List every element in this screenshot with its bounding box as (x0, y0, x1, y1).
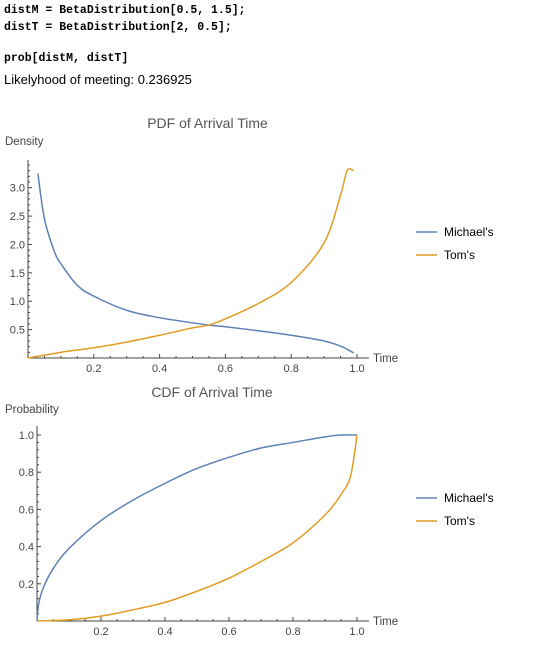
pdf-x-tick-label: 0.2 (86, 363, 101, 375)
code-line-prob[interactable]: prob[distM, distT] (4, 52, 129, 65)
code-line-distT[interactable]: distT = BetaDistribution[2, 0.5]; (4, 21, 232, 34)
cdf-x-axis-label: Time (373, 616, 398, 628)
pdf-y-tick-label: 2.5 (10, 211, 25, 223)
cdf-x-tick-label: 1.0 (349, 626, 364, 638)
cdf-x-tick-label: 0.2 (93, 626, 108, 638)
pdf-y-tick-label: 0.5 (10, 325, 25, 337)
cdf-x-tick-label: 0.6 (221, 626, 236, 638)
pdf-chart: PDF of Arrival Time Density Time 0.2 0.4 0.6 0… (5, 115, 494, 375)
pdf-legend-label-michaels: Michael's (444, 225, 494, 239)
cdf-x-tick-label: 0.8 (285, 626, 300, 638)
code-line-distM[interactable]: distM = BetaDistribution[0.5, 1.5]; (4, 4, 246, 17)
pdf-y-tick-label: 2.0 (10, 239, 25, 251)
cdf-legend-label-michaels: Michael's (444, 491, 494, 505)
cdf-y-tick-label: 0.6 (19, 504, 34, 516)
pdf-x-axis-label: Time (373, 353, 398, 365)
cdf-series-toms (36, 434, 358, 622)
pdf-series-michaels (37, 173, 355, 354)
cdf-y-tick-label: 1.0 (19, 430, 34, 442)
pdf-x-tick-label: 1.0 (349, 363, 364, 375)
cdf-title: CDF of Arrival Time (151, 384, 273, 400)
cdf-legend-label-toms: Tom's (444, 514, 475, 528)
pdf-y-tick-label: 1.0 (10, 296, 25, 308)
cdf-chart: CDF of Arrival Time Probability Time 0.2 0.4… (5, 384, 494, 638)
pdf-y-tick-label: 3.0 (10, 183, 25, 195)
pdf-series-toms (27, 168, 354, 359)
pdf-y-axis-label: Density (5, 136, 44, 148)
cdf-x-tick-label: 0.4 (157, 626, 172, 638)
cdf-series-michaels (36, 434, 358, 622)
cdf-y-tick-label: 0.2 (19, 579, 34, 591)
cdf-y-tick-label: 0.8 (19, 467, 34, 479)
cdf-y-tick-label: 0.4 (19, 542, 34, 554)
pdf-x-tick-label: 0.6 (218, 363, 233, 375)
pdf-y-tick-label: 1.5 (10, 268, 25, 280)
pdf-x-tick-label: 0.4 (152, 363, 167, 375)
cdf-y-axis-label: Probability (5, 404, 59, 416)
output-likelihood: Likelyhood of meeting: 0.236925 (4, 72, 192, 87)
pdf-x-tick-label: 0.8 (284, 363, 299, 375)
pdf-legend-label-toms: Tom's (444, 248, 475, 262)
pdf-title: PDF of Arrival Time (147, 115, 268, 131)
